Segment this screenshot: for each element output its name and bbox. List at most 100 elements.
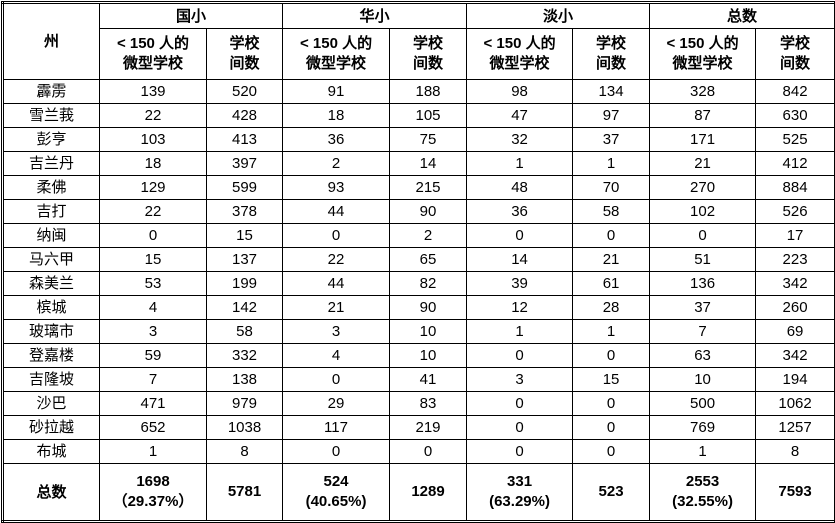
data-cell: 21 [650, 152, 756, 176]
state-name-cell: 布城 [3, 440, 100, 464]
data-cell: 90 [390, 296, 467, 320]
state-name-cell: 登嘉楼 [3, 344, 100, 368]
total-cell: 1289 [390, 464, 467, 522]
data-cell: 17 [756, 224, 835, 248]
total-cell: 7593 [756, 464, 835, 522]
data-cell: 91 [283, 80, 390, 104]
data-cell: 18 [283, 104, 390, 128]
data-cell: 0 [283, 224, 390, 248]
state-name-cell: 雪兰莪 [3, 104, 100, 128]
data-cell: 65 [390, 248, 467, 272]
micro-school-header-total: < 150 人的 微型学校 [650, 29, 756, 80]
data-cell: 129 [100, 176, 207, 200]
data-cell: 428 [207, 104, 283, 128]
data-cell: 37 [650, 296, 756, 320]
total-value: 331 [469, 472, 570, 492]
data-cell: 378 [207, 200, 283, 224]
count-header-line2: 间数 [758, 54, 832, 74]
data-cell: 652 [100, 416, 207, 440]
data-cell: 2 [390, 224, 467, 248]
data-cell: 103 [100, 128, 207, 152]
data-cell: 0 [467, 416, 573, 440]
total-percentage: （29.37%） [102, 492, 204, 512]
state-row: 玻璃市 3 58 3 10 1 1 7 69 [3, 320, 835, 344]
data-cell: 44 [283, 272, 390, 296]
data-cell: 199 [207, 272, 283, 296]
data-cell: 83 [390, 392, 467, 416]
data-cell: 1 [650, 440, 756, 464]
state-row: 森美兰 53 199 44 82 39 61 136 342 [3, 272, 835, 296]
total-value: 1289 [392, 482, 464, 502]
state-row: 霹雳 139 520 91 188 98 134 328 842 [3, 80, 835, 104]
data-cell: 117 [283, 416, 390, 440]
data-cell: 194 [756, 368, 835, 392]
school-count-header-national: 学校 间数 [207, 29, 283, 80]
data-cell: 397 [207, 152, 283, 176]
micro-header-line1: < 150 人的 [652, 34, 753, 54]
table-body: 霹雳 139 520 91 188 98 134 328 842 雪兰莪 22 … [3, 80, 835, 464]
total-cell: 1698 （29.37%） [100, 464, 207, 522]
data-cell: 105 [390, 104, 467, 128]
total-percentage: (32.55%) [652, 492, 753, 512]
data-cell: 32 [467, 128, 573, 152]
data-cell: 884 [756, 176, 835, 200]
count-header-line2: 间数 [575, 54, 647, 74]
data-cell: 1038 [207, 416, 283, 440]
state-name-cell: 柔佛 [3, 176, 100, 200]
group-header-national-schools: 国小 [100, 3, 283, 29]
data-cell: 3 [100, 320, 207, 344]
data-cell: 0 [467, 344, 573, 368]
data-cell: 0 [467, 224, 573, 248]
data-cell: 41 [390, 368, 467, 392]
state-name-cell: 吉兰丹 [3, 152, 100, 176]
data-cell: 171 [650, 128, 756, 152]
data-cell: 14 [467, 248, 573, 272]
state-row: 马六甲 15 137 22 65 14 21 51 223 [3, 248, 835, 272]
count-header-line1: 学校 [392, 34, 464, 54]
count-header-line2: 间数 [209, 54, 280, 74]
data-cell: 4 [100, 296, 207, 320]
data-cell: 37 [573, 128, 650, 152]
data-cell: 7 [650, 320, 756, 344]
micro-school-header-national: < 150 人的 微型学校 [100, 29, 207, 80]
data-cell: 10 [390, 344, 467, 368]
total-row: 总数 1698 （29.37%） 5781 524 (40.65%) 1289 [3, 464, 835, 522]
data-cell: 98 [467, 80, 573, 104]
micro-school-header-tamil: < 150 人的 微型学校 [467, 29, 573, 80]
data-cell: 842 [756, 80, 835, 104]
micro-header-line2: 微型学校 [285, 54, 387, 74]
data-cell: 10 [390, 320, 467, 344]
data-cell: 1 [573, 320, 650, 344]
data-cell: 979 [207, 392, 283, 416]
state-row: 雪兰莪 22 428 18 105 47 97 87 630 [3, 104, 835, 128]
data-cell: 1257 [756, 416, 835, 440]
school-count-header-tamil: 学校 间数 [573, 29, 650, 80]
micro-header-line2: 微型学校 [652, 54, 753, 74]
total-cell: 331 (63.29%) [467, 464, 573, 522]
data-cell: 93 [283, 176, 390, 200]
total-value: 7593 [758, 482, 832, 502]
total-value: 1698 [102, 472, 204, 492]
data-cell: 525 [756, 128, 835, 152]
data-cell: 70 [573, 176, 650, 200]
data-cell: 137 [207, 248, 283, 272]
data-cell: 526 [756, 200, 835, 224]
data-cell: 342 [756, 272, 835, 296]
data-cell: 0 [573, 344, 650, 368]
data-cell: 0 [390, 440, 467, 464]
total-percentage: (63.29%) [469, 492, 570, 512]
data-cell: 59 [100, 344, 207, 368]
data-cell: 87 [650, 104, 756, 128]
group-header-row: 州 国小 华小 淡小 总数 [3, 3, 835, 29]
state-name-cell: 森美兰 [3, 272, 100, 296]
data-cell: 22 [100, 104, 207, 128]
data-cell: 412 [756, 152, 835, 176]
data-cell: 61 [573, 272, 650, 296]
data-cell: 12 [467, 296, 573, 320]
data-cell: 44 [283, 200, 390, 224]
data-cell: 22 [283, 248, 390, 272]
micro-header-line1: < 150 人的 [102, 34, 204, 54]
count-header-line1: 学校 [209, 34, 280, 54]
data-cell: 4 [283, 344, 390, 368]
data-cell: 15 [573, 368, 650, 392]
